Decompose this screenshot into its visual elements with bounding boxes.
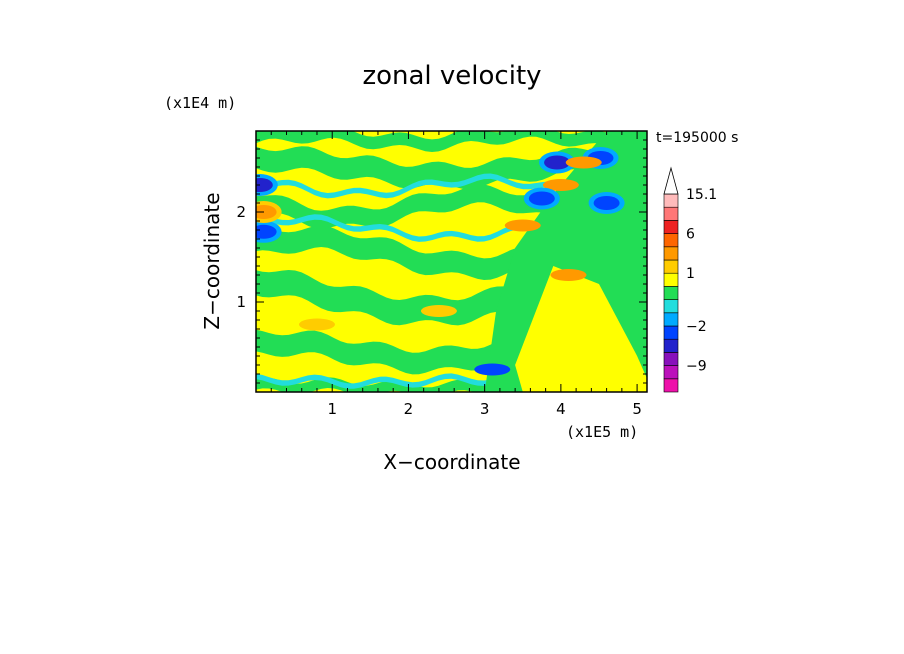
colorbar-segment xyxy=(663,220,679,234)
field-cell xyxy=(256,178,273,192)
field-cell xyxy=(528,191,555,206)
field-cell xyxy=(565,156,602,169)
y-tick-label: 2 xyxy=(236,203,246,221)
field-cell xyxy=(298,318,335,331)
plot-frame xyxy=(255,130,648,393)
x-axis: 1 2 3 4 5 xyxy=(270,131,642,418)
x-tick-label: 1 xyxy=(327,400,337,418)
y-axis: 12 xyxy=(236,139,647,384)
colorbar-segment xyxy=(663,193,679,208)
field-cell xyxy=(544,155,571,170)
chart-title: zonal velocity xyxy=(362,61,541,91)
x-axis-label: X−coordinate xyxy=(383,450,520,474)
colorbar-label: 15.1 xyxy=(686,187,717,203)
colorbar-label: −2 xyxy=(686,319,707,335)
colorbar-segment xyxy=(663,365,679,380)
field-cell xyxy=(542,179,579,191)
field-cell xyxy=(550,269,587,281)
y-tick-label: 1 xyxy=(236,293,246,311)
time-label: t=195000 s xyxy=(656,130,738,146)
colorbar-segment xyxy=(663,246,679,261)
field-cell xyxy=(256,205,277,219)
colorbar-segment xyxy=(663,299,679,314)
colorbar-segment xyxy=(663,378,679,393)
x-tick-label: 3 xyxy=(480,400,490,418)
field-region xyxy=(515,266,647,392)
colorbar-label: −9 xyxy=(686,359,707,375)
colorbar-label: 1 xyxy=(686,266,695,282)
field-cell xyxy=(593,196,620,210)
colorbar-segment xyxy=(663,206,679,221)
colorbar-segment xyxy=(663,338,679,353)
colorbar-segment xyxy=(663,312,679,327)
field-cell xyxy=(420,305,457,317)
x-unit-label: (x1E5 m) xyxy=(566,423,638,441)
colorbar-extend-arrow xyxy=(663,166,679,195)
y-axis-label: Z−coordinate xyxy=(200,192,224,329)
velocity-field xyxy=(256,131,647,392)
colorbar: 15.1 6 1 −2 −9 xyxy=(663,166,717,393)
x-tick-label: 5 xyxy=(632,400,642,418)
x-tick-label: 4 xyxy=(556,400,566,418)
colorbar-label: 6 xyxy=(686,227,695,243)
field-cell xyxy=(256,224,277,239)
colorbar-segment xyxy=(663,325,679,340)
colorbar-segment xyxy=(663,259,679,274)
field-band xyxy=(256,184,647,229)
colorbar-segment xyxy=(663,286,679,300)
x-tick-label: 2 xyxy=(404,400,414,418)
colorbar-segment xyxy=(663,233,679,248)
y-unit-label: (x1E4 m) xyxy=(164,94,236,112)
field-band xyxy=(256,131,647,153)
colorbar-segment xyxy=(663,272,679,287)
field-band xyxy=(256,143,647,190)
colorbar-segment xyxy=(663,352,679,366)
field-cell xyxy=(504,219,541,232)
field-band xyxy=(256,173,647,200)
field-cell xyxy=(474,363,511,376)
